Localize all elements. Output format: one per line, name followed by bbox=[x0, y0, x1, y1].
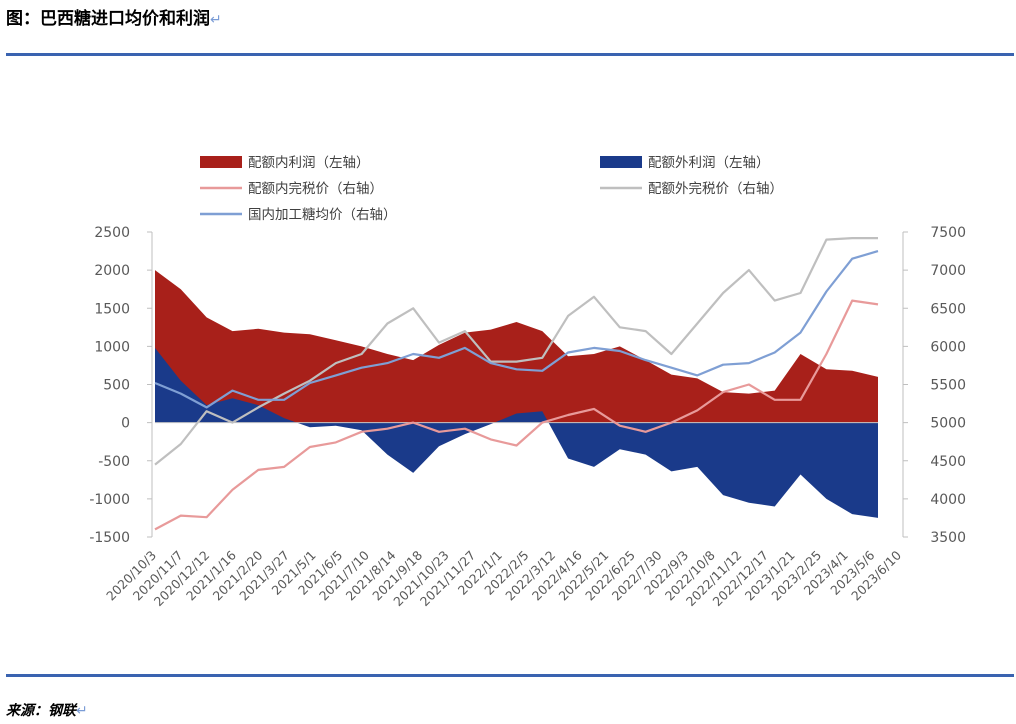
paragraph-mark: ↵ bbox=[210, 12, 222, 28]
y-left-tick-label: 1000 bbox=[94, 339, 130, 355]
y-left-tick-label: 2000 bbox=[94, 263, 130, 279]
y-right-tick-label: 5000 bbox=[930, 416, 966, 432]
y-left-tick-label: 2500 bbox=[94, 225, 130, 241]
legend-swatch-area bbox=[600, 156, 642, 168]
source-paragraph-mark: ↵ bbox=[76, 703, 88, 719]
y-right-tick-label: 6000 bbox=[930, 339, 966, 355]
plot-areas bbox=[155, 270, 878, 518]
legend-label: 配额外完税价（右轴） bbox=[648, 181, 783, 197]
y-right-tick-label: 4000 bbox=[930, 492, 966, 508]
bottom-rule bbox=[6, 674, 1014, 677]
line-series-2 bbox=[154, 250, 879, 409]
y-right-tick-label: 4500 bbox=[930, 454, 966, 470]
legend-label: 配额外利润（左轴） bbox=[648, 155, 770, 171]
y-left-tick-label: 0 bbox=[121, 416, 130, 432]
top-rule bbox=[6, 53, 1014, 56]
source-text: 来源：钢联 bbox=[6, 703, 76, 719]
plot-lines bbox=[154, 237, 879, 531]
y-right-tick-label: 3500 bbox=[930, 530, 966, 546]
legend-label: 配额内完税价（右轴） bbox=[248, 181, 383, 197]
source-note: 来源：钢联↵ bbox=[6, 700, 88, 720]
legend-swatch-area bbox=[200, 156, 242, 168]
line-series-0 bbox=[154, 299, 879, 531]
figure-title-text: 图：巴西糖进口均价和利润 bbox=[6, 9, 210, 29]
figure-title: 图：巴西糖进口均价和利润↵ bbox=[6, 4, 222, 29]
y-left-tick-label: -1000 bbox=[89, 492, 130, 508]
legend-label: 国内加工糖均价（右轴） bbox=[248, 207, 397, 223]
area-series-1 bbox=[155, 347, 878, 518]
y-left-tick-label: -500 bbox=[98, 454, 130, 470]
y-right-tick-label: 5500 bbox=[930, 378, 966, 394]
y-left-tick-label: -1500 bbox=[89, 530, 130, 546]
axes: 25002000150010005000-500-1000-1500750070… bbox=[89, 225, 966, 609]
y-right-tick-label: 7000 bbox=[930, 263, 966, 279]
y-left-tick-label: 1500 bbox=[94, 301, 130, 317]
legend: 配额内利润（左轴） 配额外利润（左轴） 配额内完税价（右轴） 配额外完税价（右轴） 国内… bbox=[200, 155, 783, 223]
area-series-0 bbox=[155, 270, 878, 423]
legend-label: 配额内利润（左轴） bbox=[248, 155, 370, 171]
y-left-tick-label: 500 bbox=[103, 378, 130, 394]
line-series-1 bbox=[154, 237, 878, 466]
y-right-tick-label: 6500 bbox=[930, 301, 966, 317]
y-right-tick-label: 7500 bbox=[930, 225, 966, 241]
